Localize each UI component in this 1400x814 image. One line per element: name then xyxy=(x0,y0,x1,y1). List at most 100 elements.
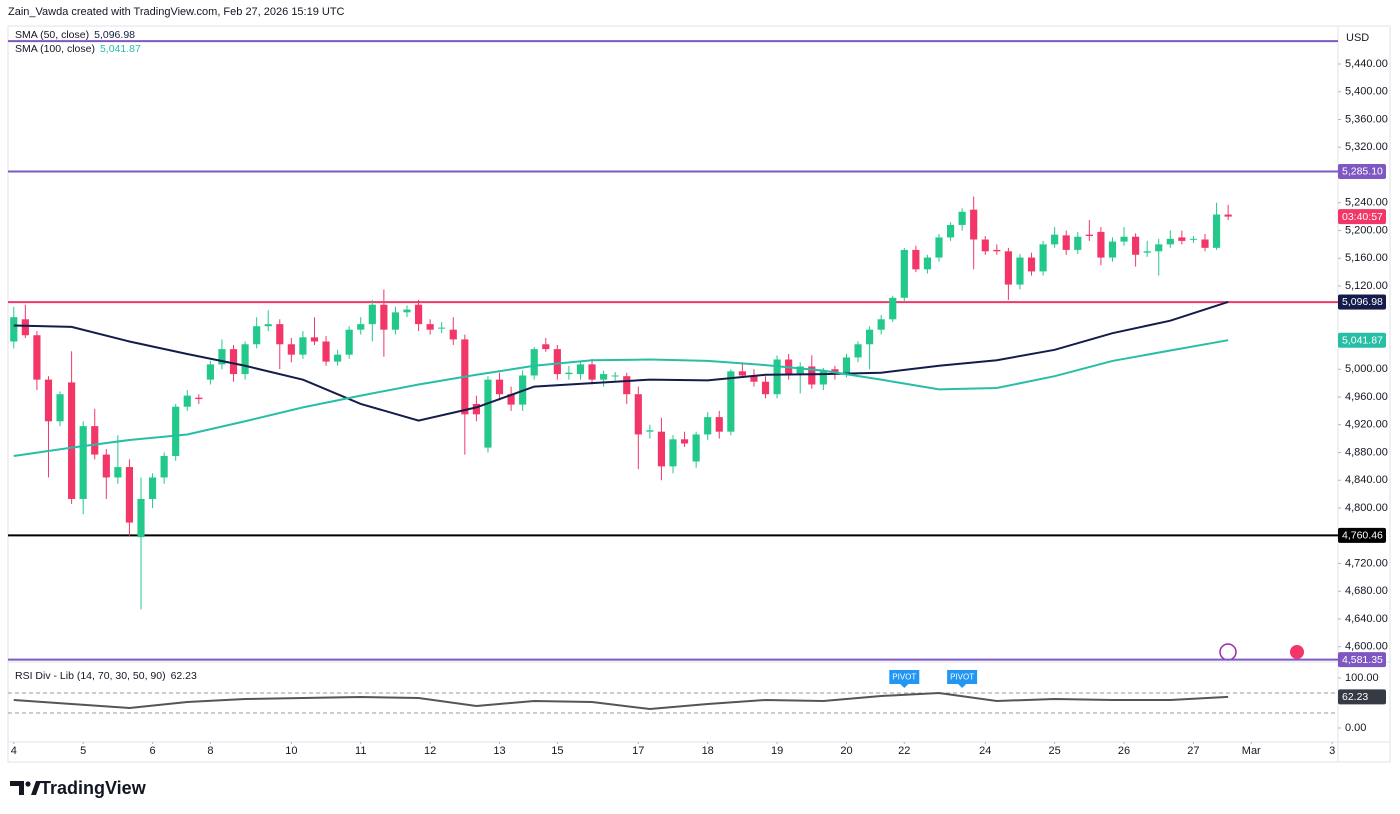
candle-body xyxy=(565,372,573,375)
candle-body xyxy=(623,376,631,395)
candle-body xyxy=(923,257,932,270)
candle-body xyxy=(160,455,168,478)
x-tick-label: 11 xyxy=(355,745,366,757)
candle-body xyxy=(773,359,781,395)
y-tick-label: 5,440.00 xyxy=(1345,58,1388,70)
candle-body xyxy=(380,304,388,330)
candle-body xyxy=(206,364,214,380)
candle-body xyxy=(44,379,53,422)
candle-body xyxy=(761,381,770,395)
level-badge-label: 4,581.35 xyxy=(1342,654,1383,666)
candle-body xyxy=(680,439,689,444)
x-tick-label: 19 xyxy=(771,745,783,757)
candle-body xyxy=(21,319,29,336)
x-tick-label: 15 xyxy=(551,745,563,757)
candle-body xyxy=(600,374,608,380)
y-tick-label: 4,600.00 xyxy=(1345,641,1388,653)
x-tick-label: 10 xyxy=(285,745,297,757)
candle-body xyxy=(946,224,955,238)
candle-body xyxy=(1132,236,1140,255)
level-badge xyxy=(1338,163,1386,179)
candle-body xyxy=(334,354,342,362)
candle-body xyxy=(449,329,457,340)
x-tick-label: 27 xyxy=(1187,745,1199,757)
x-tick-label: 26 xyxy=(1118,745,1130,757)
logo: TradingView xyxy=(40,778,147,798)
candle-body xyxy=(403,309,411,313)
candle-body xyxy=(68,382,76,499)
currency: USD xyxy=(1346,32,1369,44)
candle-body xyxy=(542,344,550,350)
candle-body xyxy=(1108,241,1117,258)
candle-body xyxy=(148,477,157,499)
candle-body xyxy=(218,349,226,365)
pivot-marker xyxy=(947,670,978,688)
y-tick-label: 5,360.00 xyxy=(1345,113,1388,125)
candle-body xyxy=(472,403,480,415)
candle-body xyxy=(125,467,134,523)
candle-body xyxy=(1085,234,1093,237)
y-tick-label: 100.00 xyxy=(1345,672,1379,684)
candle-body xyxy=(1016,257,1024,285)
sma-line xyxy=(13,301,1229,422)
legend-name: RSI Div - Lib (14, 70, 30, 50, 90) xyxy=(15,670,166,682)
candle-body xyxy=(1155,244,1163,252)
candle-body xyxy=(357,324,365,330)
sma-badge xyxy=(1338,332,1386,348)
candle-body xyxy=(889,297,897,320)
candle-body xyxy=(10,317,18,342)
candle-body xyxy=(1027,257,1036,272)
header: Zain_Vawda created with TradingView.com,… xyxy=(8,6,345,18)
legend-value: 5,096.98 xyxy=(94,29,135,41)
y-tick-label: 4,840.00 xyxy=(1345,474,1388,486)
sma-badge-label: 5,096.98 xyxy=(1342,296,1383,308)
legend-value: 62.23 xyxy=(171,670,197,682)
candle-body xyxy=(530,349,538,376)
legend-name: SMA (50, close) xyxy=(15,29,89,41)
candle-body xyxy=(970,209,978,240)
candle-body xyxy=(229,349,238,375)
candle-body xyxy=(426,324,434,330)
candle-body xyxy=(287,344,295,355)
y-tick-label: 4,960.00 xyxy=(1345,391,1388,403)
y-tick-label: 5,000.00 xyxy=(1345,363,1388,375)
candle-body xyxy=(611,375,619,377)
pivot-label: PIVOT xyxy=(950,673,974,682)
candle-body xyxy=(1201,239,1209,248)
candle-body xyxy=(1004,251,1012,285)
candle-body xyxy=(715,417,723,432)
candle-body xyxy=(276,324,284,345)
candle-body xyxy=(646,430,654,432)
y-tick-label: 4,800.00 xyxy=(1345,502,1388,514)
legend-name: SMA (100, close) xyxy=(15,43,95,55)
rsi-badge xyxy=(1338,689,1386,705)
candle-body xyxy=(842,357,851,375)
pivot-label: PIVOT xyxy=(892,673,916,682)
y-tick-label: 4,680.00 xyxy=(1345,585,1388,597)
candle-body xyxy=(368,304,376,325)
candle-body xyxy=(137,498,145,538)
candle-body xyxy=(1224,214,1232,217)
candle-body xyxy=(935,237,943,258)
x-tick-label: 25 xyxy=(1049,745,1061,757)
x-tick-label: 17 xyxy=(632,745,644,757)
candle-body xyxy=(33,335,41,380)
candle-body xyxy=(438,327,446,329)
y-tick-label: 4,880.00 xyxy=(1345,446,1388,458)
candle-body xyxy=(576,364,585,375)
level-badge-label: 4,760.46 xyxy=(1342,530,1383,542)
candle-body xyxy=(877,319,885,330)
x-tick-label: 18 xyxy=(702,745,714,757)
candle-body xyxy=(253,326,261,345)
candle-body xyxy=(657,431,666,467)
candle-body xyxy=(484,379,492,448)
candle-body xyxy=(1166,238,1174,245)
candle-body xyxy=(958,211,966,225)
candle-body xyxy=(1074,236,1082,250)
countdown-badge xyxy=(1338,209,1386,225)
candle-body xyxy=(1178,237,1186,241)
candle-body xyxy=(727,371,735,432)
candle-body xyxy=(1120,236,1128,242)
x-tick-label: 5 xyxy=(80,745,86,757)
